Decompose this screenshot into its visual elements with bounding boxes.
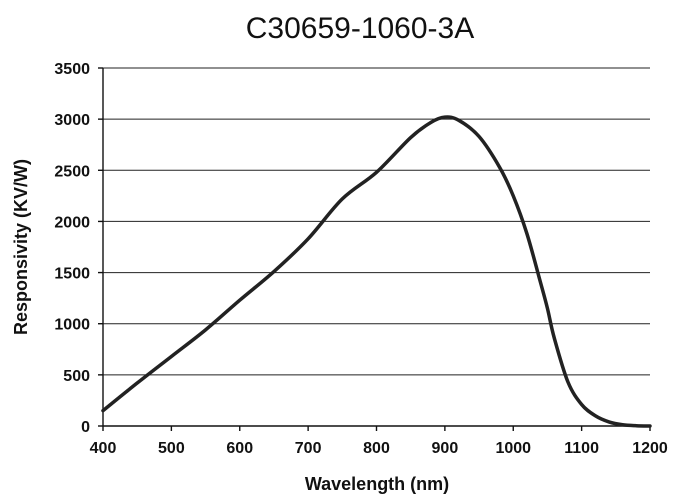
axes — [98, 67, 651, 431]
y-tick-label: 0 — [81, 419, 90, 436]
x-tick-label: 400 — [90, 440, 117, 457]
x-tick-label: 900 — [432, 440, 459, 457]
y-tick-label: 2000 — [54, 214, 90, 231]
x-tick-label: 500 — [158, 440, 185, 457]
chart-title: C30659-1060-3A — [246, 12, 475, 45]
y-tick-label: 3500 — [54, 61, 90, 78]
x-axis-title: Wavelength (nm) — [305, 474, 449, 494]
y-tick-label: 3000 — [54, 112, 90, 129]
y-tick-label: 500 — [63, 368, 90, 385]
y-tick-label: 1500 — [54, 266, 90, 283]
y-tick-label: 2500 — [54, 163, 90, 180]
x-tick-label: 700 — [295, 440, 322, 457]
x-tick-labels: 400 500 600 700 800 900 1000 1100 1200 — [90, 440, 668, 457]
x-tick-label: 1200 — [632, 440, 668, 457]
x-tick-label: 600 — [226, 440, 253, 457]
gridlines — [103, 67, 650, 376]
x-tick-label: 1000 — [495, 440, 531, 457]
x-tick-label: 1100 — [564, 440, 599, 457]
y-tick-label: 1000 — [54, 317, 90, 334]
y-tick-labels: 0 500 1000 1500 2000 2500 3000 3500 — [54, 61, 90, 436]
y-axis-title: Responsivity (KV/W) — [11, 159, 31, 335]
responsivity-series-line — [101, 115, 652, 428]
x-tick-label: 800 — [363, 440, 390, 457]
